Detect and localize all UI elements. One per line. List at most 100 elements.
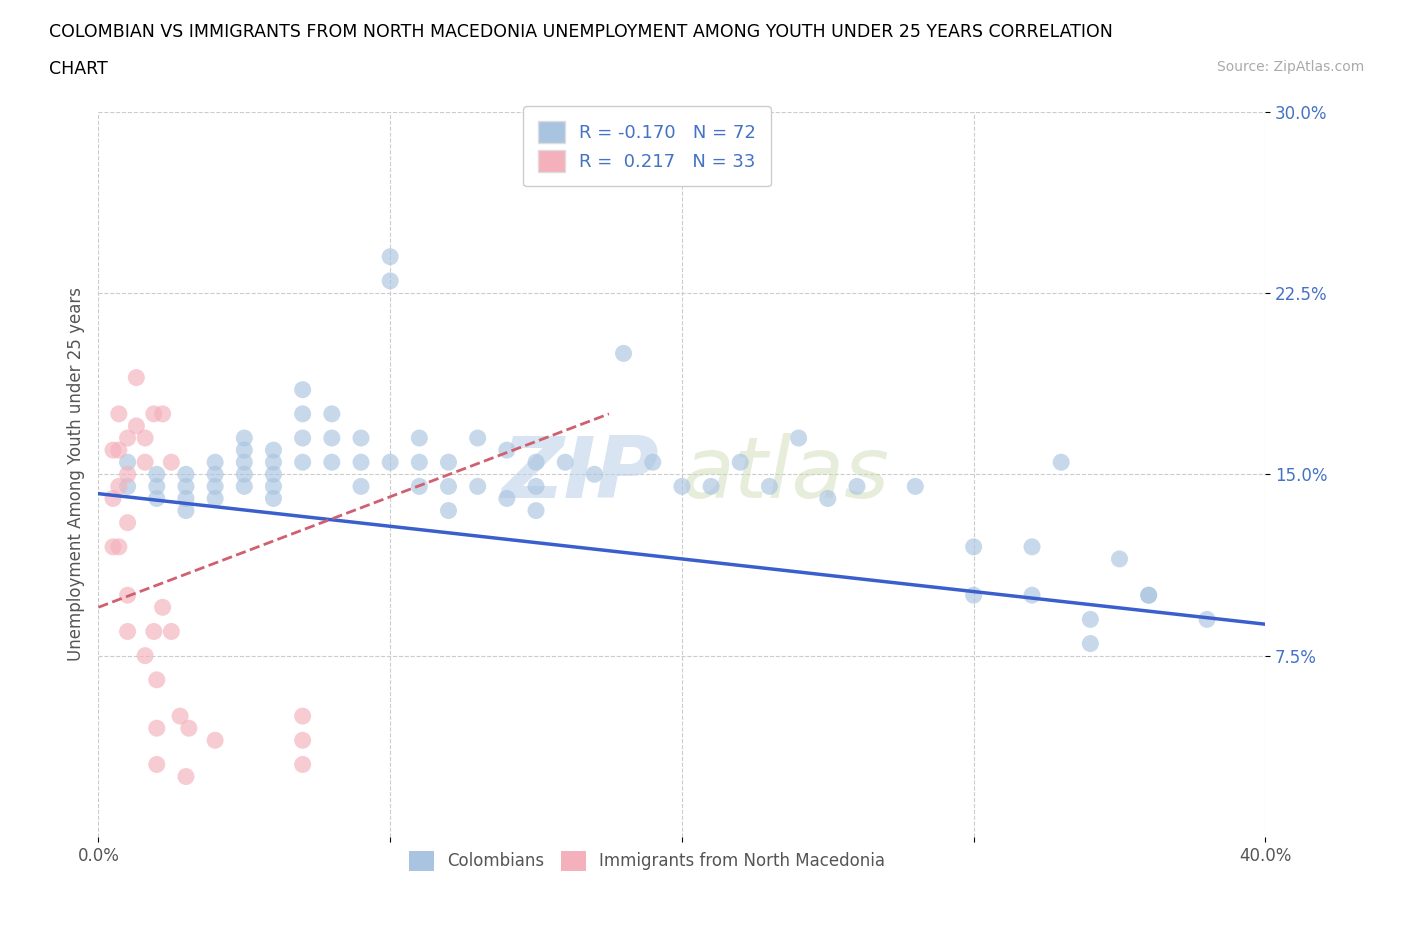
Text: atlas: atlas: [682, 432, 890, 516]
Point: [380, 455, 402, 470]
Point: [1108, 551, 1130, 566]
Point: [554, 455, 576, 470]
Point: [671, 479, 693, 494]
Point: [146, 757, 169, 772]
Point: [146, 672, 169, 687]
Point: [117, 515, 139, 530]
Point: [408, 431, 430, 445]
Point: [169, 709, 191, 724]
Point: [408, 455, 430, 470]
Point: [437, 479, 460, 494]
Point: [262, 491, 284, 506]
Point: [117, 624, 139, 639]
Point: [1195, 612, 1218, 627]
Point: [204, 479, 226, 494]
Point: [160, 455, 183, 470]
Point: [408, 479, 430, 494]
Point: [174, 503, 197, 518]
Point: [108, 539, 131, 554]
Point: [1021, 588, 1043, 603]
Point: [204, 733, 226, 748]
Point: [321, 431, 343, 445]
Legend: Colombians, Immigrants from North Macedonia: Colombians, Immigrants from North Macedo…: [401, 843, 893, 880]
Point: [291, 382, 314, 397]
Text: ZIP: ZIP: [501, 432, 658, 516]
Text: COLOMBIAN VS IMMIGRANTS FROM NORTH MACEDONIA UNEMPLOYMENT AMONG YOUTH UNDER 25 Y: COLOMBIAN VS IMMIGRANTS FROM NORTH MACED…: [49, 23, 1114, 41]
Point: [380, 273, 402, 288]
Point: [160, 624, 183, 639]
Point: [233, 431, 256, 445]
Point: [108, 406, 131, 421]
Point: [291, 455, 314, 470]
Point: [125, 418, 148, 433]
Point: [1137, 588, 1160, 603]
Point: [262, 455, 284, 470]
Point: [262, 443, 284, 458]
Point: [583, 467, 606, 482]
Point: [174, 491, 197, 506]
Point: [524, 455, 547, 470]
Point: [146, 721, 169, 736]
Point: [233, 455, 256, 470]
Point: [142, 406, 165, 421]
Point: [262, 479, 284, 494]
Point: [524, 479, 547, 494]
Point: [962, 588, 984, 603]
Point: [437, 503, 460, 518]
Point: [146, 479, 169, 494]
Point: [108, 479, 131, 494]
Point: [321, 406, 343, 421]
Point: [467, 431, 489, 445]
Point: [233, 443, 256, 458]
Point: [134, 455, 156, 470]
Point: [101, 443, 124, 458]
Point: [350, 479, 373, 494]
Point: [117, 479, 139, 494]
Point: [291, 757, 314, 772]
Point: [291, 406, 314, 421]
Point: [146, 467, 169, 482]
Point: [233, 467, 256, 482]
Point: [204, 491, 226, 506]
Y-axis label: Unemployment Among Youth under 25 years: Unemployment Among Youth under 25 years: [66, 287, 84, 661]
Point: [496, 443, 519, 458]
Point: [117, 455, 139, 470]
Point: [758, 479, 780, 494]
Point: [380, 249, 402, 264]
Point: [134, 431, 156, 445]
Point: [125, 370, 148, 385]
Point: [321, 455, 343, 470]
Point: [117, 588, 139, 603]
Point: [904, 479, 927, 494]
Point: [204, 455, 226, 470]
Point: [1080, 612, 1102, 627]
Point: [1021, 539, 1043, 554]
Text: CHART: CHART: [49, 60, 108, 78]
Point: [233, 479, 256, 494]
Point: [291, 431, 314, 445]
Point: [787, 431, 810, 445]
Point: [177, 721, 200, 736]
Point: [117, 431, 139, 445]
Point: [152, 600, 174, 615]
Point: [174, 769, 197, 784]
Point: [350, 455, 373, 470]
Point: [641, 455, 664, 470]
Point: [142, 624, 165, 639]
Point: [108, 443, 131, 458]
Point: [146, 491, 169, 506]
Point: [204, 467, 226, 482]
Point: [496, 491, 519, 506]
Point: [700, 479, 723, 494]
Point: [730, 455, 752, 470]
Point: [291, 733, 314, 748]
Point: [101, 491, 124, 506]
Point: [467, 479, 489, 494]
Point: [291, 709, 314, 724]
Point: [1080, 636, 1102, 651]
Point: [117, 467, 139, 482]
Point: [152, 406, 174, 421]
Point: [101, 539, 124, 554]
Point: [350, 431, 373, 445]
Point: [437, 455, 460, 470]
